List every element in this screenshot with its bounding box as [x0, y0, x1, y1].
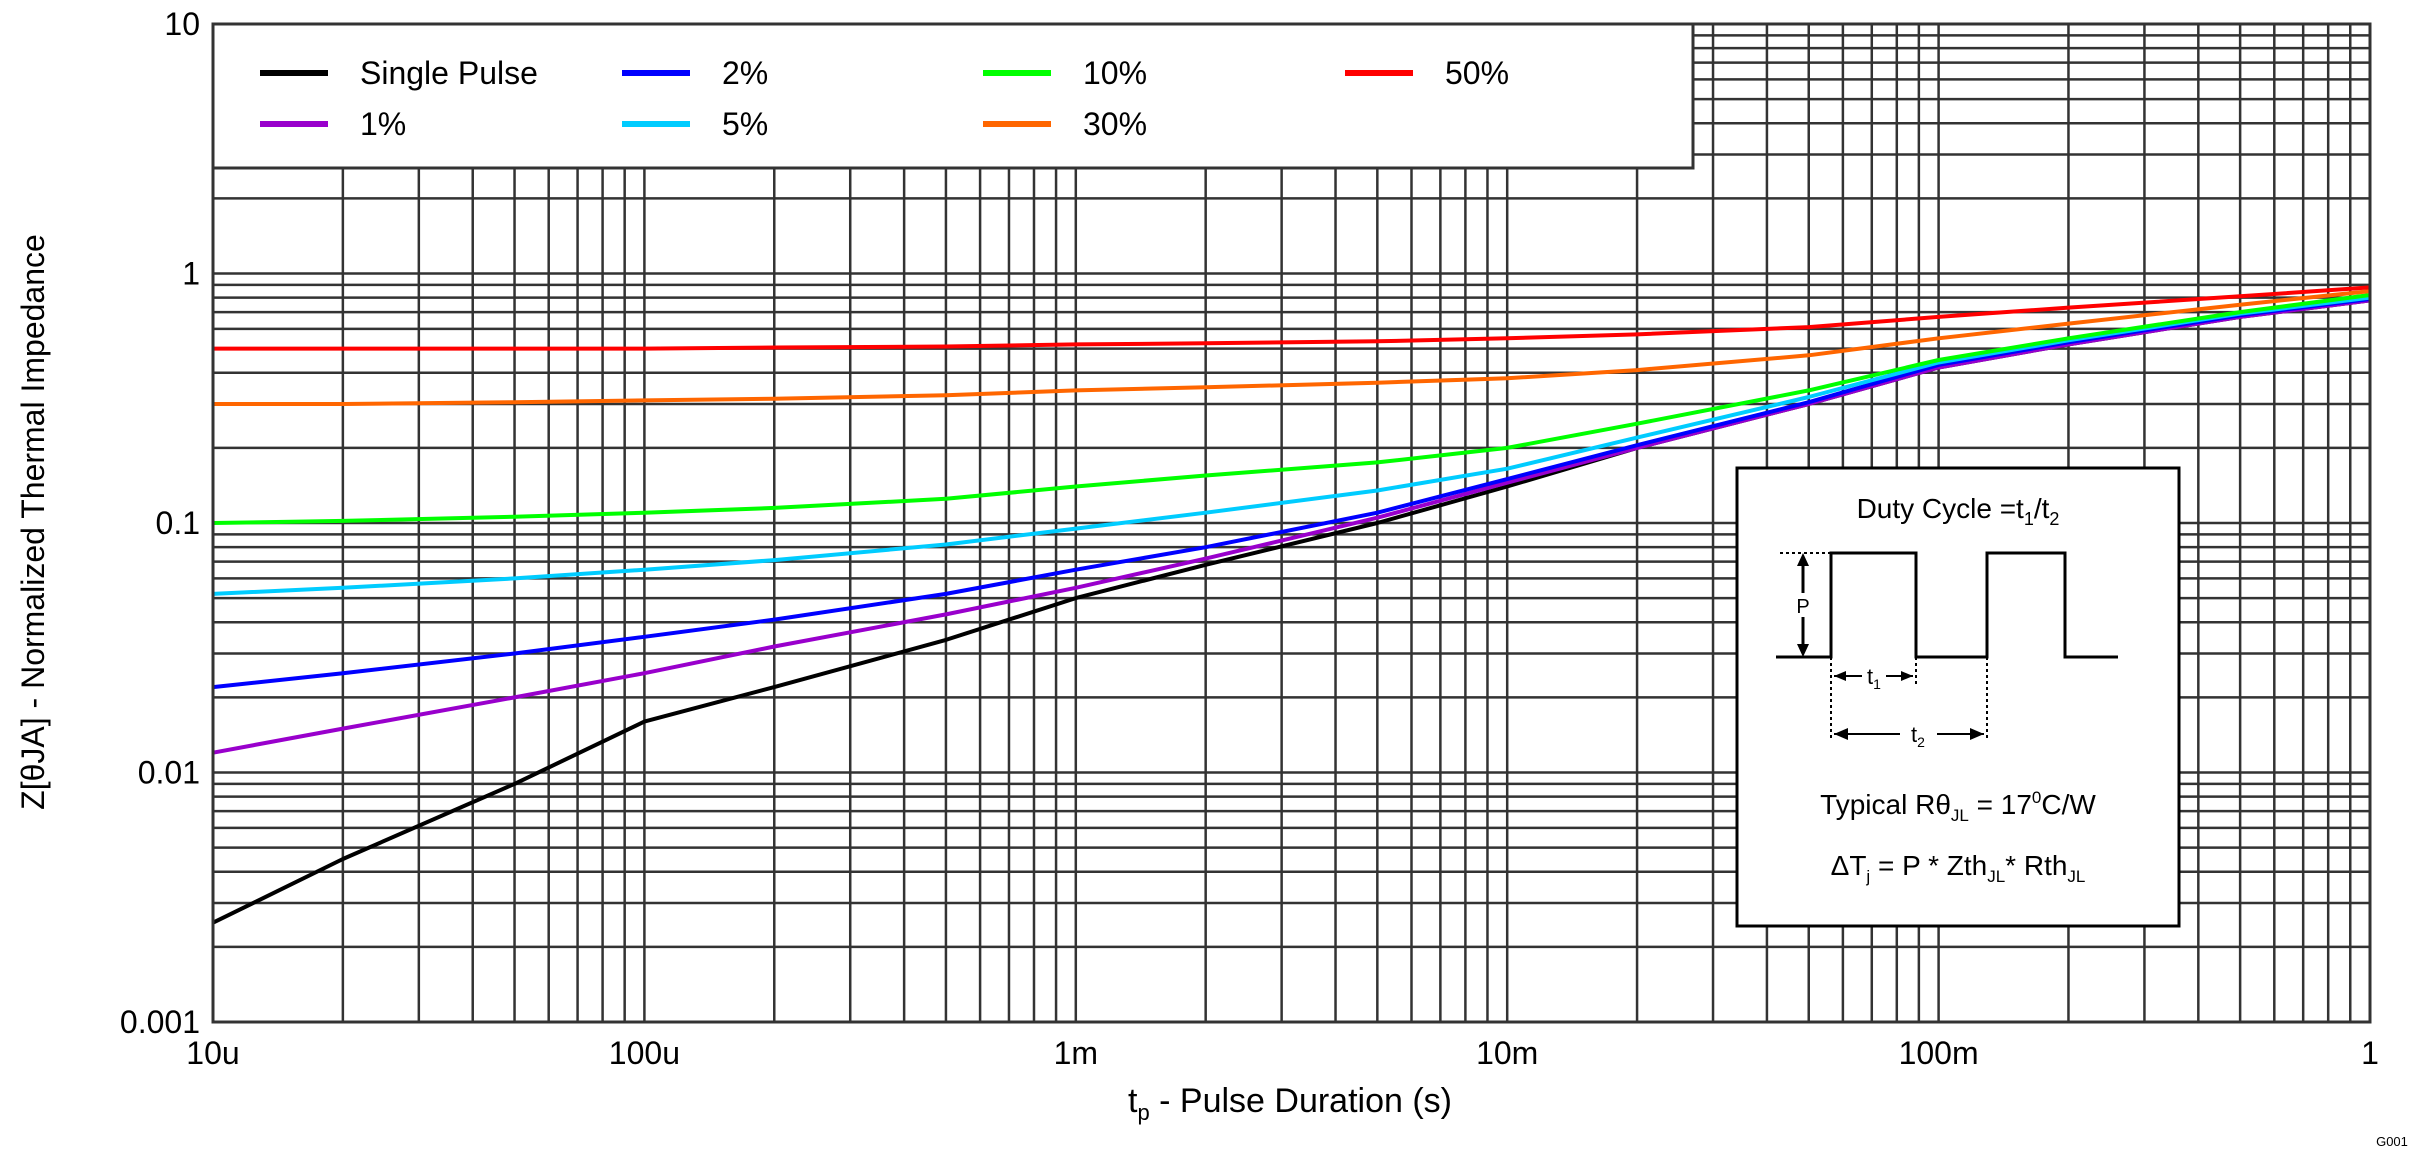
inset-title: Duty Cycle =t1/t2	[1857, 493, 2060, 529]
y-tick-label: 0.001	[120, 1004, 200, 1040]
legend-label: 10%	[1083, 55, 1147, 91]
svg-text:P: P	[1796, 596, 1809, 618]
series-line-1-	[212, 298, 2371, 755]
inset-rtheta: Typical RθJL = 170C/W	[1820, 788, 2096, 825]
legend-item: 2%	[622, 55, 768, 91]
duty-cycle-inset: Duty Cycle =t1/t2 P t1 t2 Typical RθJL =…	[1735, 466, 2181, 928]
y-tick-label: 0.1	[156, 505, 200, 541]
legend-label: 50%	[1445, 55, 1509, 91]
legend-label: 2%	[722, 55, 768, 91]
x-tick-label: 10m	[1476, 1035, 1538, 1071]
inset-delta-tj: ΔTj = P * ZthJL* RthJL	[1831, 850, 2086, 886]
y-tick-label: 1	[182, 256, 200, 292]
y-tick-label: 0.01	[138, 755, 200, 791]
legend: Single Pulse 2% 10% 50% 1% 5% 30%	[211, 22, 1695, 170]
legend-item: 50%	[1345, 55, 1509, 91]
legend-label: 5%	[722, 106, 768, 142]
legend-label: 1%	[360, 106, 406, 142]
legend-item: 10%	[983, 55, 1147, 91]
legend-item: Single Pulse	[260, 55, 538, 91]
series-line-50-	[213, 285, 2371, 351]
legend-label: Single Pulse	[360, 55, 538, 91]
x-tick-label: 1	[2361, 1035, 2379, 1071]
y-tick-label: 10	[164, 6, 200, 42]
series-line-30-	[213, 289, 2371, 406]
svg-text:t2: t2	[1911, 722, 1925, 750]
legend-item: 30%	[983, 106, 1147, 142]
x-tick-label: 100m	[1899, 1035, 1979, 1071]
y-tick-labels: 0.001 0.01 0.1 1 10	[120, 6, 200, 1040]
x-tick-label: 1m	[1054, 1035, 1098, 1071]
x-tick-label: 100u	[609, 1035, 680, 1071]
series-line-2-	[212, 297, 2371, 690]
legend-item: 1%	[260, 106, 406, 142]
footnote: G001	[2376, 1134, 2408, 1149]
series-line-5-	[212, 295, 2371, 596]
legend-item: 5%	[622, 106, 768, 142]
curves	[212, 285, 2371, 925]
y-axis-label: Z[θJA] - Normalized Thermal Impedance	[15, 234, 51, 810]
legend-label: 30%	[1083, 106, 1147, 142]
x-tick-labels: 10u 100u 1m 10m 100m 1	[186, 1035, 2379, 1071]
x-tick-label: 10u	[186, 1035, 239, 1071]
series-line-10-	[212, 293, 2371, 525]
x-axis-label: tp - Pulse Duration (s)	[1128, 1082, 1452, 1125]
svg-text:t1: t1	[1867, 664, 1881, 692]
pulse-waveform	[1776, 551, 2118, 659]
